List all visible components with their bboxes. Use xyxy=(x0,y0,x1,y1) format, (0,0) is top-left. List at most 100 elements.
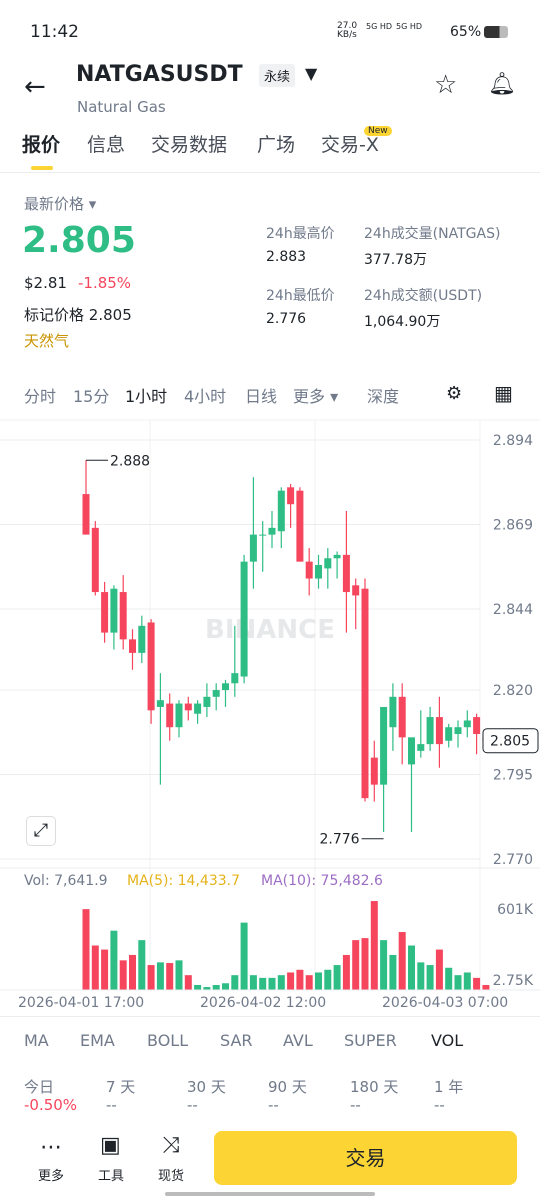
perf-label: 90 天 xyxy=(268,1078,307,1096)
interval[interactable]: 4小时 xyxy=(184,387,227,406)
interval[interactable]: 更多 ▾ xyxy=(293,387,339,406)
tab[interactable]: 交易-X xyxy=(321,134,379,156)
volume-bar xyxy=(249,975,257,990)
volume-legend-item: MA(10): 75,482.6 xyxy=(261,873,383,889)
grid-icon[interactable]: ▦ xyxy=(494,381,513,405)
candle-body xyxy=(231,673,239,684)
stat-value: 2.776 xyxy=(266,311,307,327)
more[interactable]: 更多 xyxy=(38,1169,65,1184)
y-tick-label: 2.869 xyxy=(493,517,533,533)
candle-body xyxy=(324,558,332,569)
last-price-label: 2.805 xyxy=(490,734,530,750)
volume-bar xyxy=(240,922,248,990)
indicator[interactable]: EMA xyxy=(80,1031,115,1050)
volume-tick-label: 2.75K xyxy=(493,973,534,989)
tab[interactable]: 广场 xyxy=(257,134,296,156)
perf-value: -- xyxy=(187,1096,198,1114)
stat-label: 24h成交额(USDT) xyxy=(364,288,483,304)
perf-value: -- xyxy=(268,1096,279,1114)
interval[interactable]: 1小时 xyxy=(125,387,168,406)
candle-body xyxy=(361,588,369,799)
indicator[interactable]: MA xyxy=(24,1031,49,1050)
volume-bar xyxy=(398,932,406,990)
candle-body xyxy=(259,534,267,536)
indicator[interactable]: BOLL xyxy=(147,1031,189,1050)
candle-body xyxy=(203,696,211,707)
volume-bar xyxy=(156,962,164,990)
interval[interactable]: 15分 xyxy=(73,387,110,406)
tab[interactable]: 报价 xyxy=(22,134,61,156)
tab[interactable]: 信息 xyxy=(87,134,126,156)
perf-label: 30 天 xyxy=(187,1078,226,1096)
volume-bar xyxy=(277,975,285,990)
volume-bar xyxy=(463,972,471,990)
price-label: 最新价格 ▾ xyxy=(24,195,97,213)
symbol: NATGASUSDT xyxy=(76,62,243,87)
settings-icon[interactable]: ⚙︎ xyxy=(446,383,463,404)
divider xyxy=(0,1016,540,1017)
interval[interactable]: 分时 xyxy=(24,387,57,406)
perf-label: 1 年 xyxy=(434,1078,464,1096)
candle-body xyxy=(417,744,425,751)
trade-button[interactable]: 交易 xyxy=(214,1131,517,1185)
candle-body xyxy=(473,717,481,734)
candle-body xyxy=(370,757,378,785)
dropdown[interactable]: ▼ xyxy=(305,64,318,83)
candle-body xyxy=(277,490,285,532)
candle-body xyxy=(119,592,127,640)
tools-icon[interactable]: ▣ xyxy=(100,1133,121,1158)
interval[interactable]: 日线 xyxy=(245,387,278,406)
indicator[interactable]: VOL xyxy=(431,1031,464,1050)
candle-body xyxy=(296,490,304,562)
y-tick-label: 2.795 xyxy=(493,768,533,784)
candle-body xyxy=(352,585,360,596)
volume-bar xyxy=(101,949,109,990)
star[interactable]: ☆ xyxy=(434,70,458,100)
perf-label: 今日 xyxy=(24,1078,55,1096)
speed-unit: KB/s xyxy=(337,30,357,40)
tools[interactable]: 工具 xyxy=(98,1169,125,1184)
change: -1.85% xyxy=(78,274,132,292)
perf-label: 180 天 xyxy=(350,1078,399,1096)
candle-body xyxy=(110,588,118,633)
spot[interactable]: 现货 xyxy=(158,1169,185,1184)
volume-bar xyxy=(324,969,332,990)
volume-bar xyxy=(147,965,155,990)
candle-body xyxy=(342,554,350,593)
x-tick-label: 2026-04-02 12:00 xyxy=(200,995,327,1011)
tag: 永续 xyxy=(259,64,296,87)
stat-label: 24h最低价 xyxy=(266,288,335,304)
candle-body xyxy=(426,717,434,745)
volume-bar xyxy=(426,965,434,990)
volume-bar xyxy=(184,975,192,990)
expand[interactable]: ⤢ xyxy=(26,816,56,846)
volume-bar xyxy=(110,930,118,990)
mark-price: 标记价格 2.805 xyxy=(24,304,132,325)
stat-label: 24h最高价 xyxy=(266,226,335,242)
volume-bar xyxy=(315,972,322,990)
indicator[interactable]: SUPER xyxy=(344,1031,397,1050)
candle-body xyxy=(287,487,295,505)
tab[interactable]: 交易数据 xyxy=(151,134,228,156)
indicator[interactable]: SAR xyxy=(220,1031,253,1050)
bell[interactable]: 🔔︎ xyxy=(488,72,516,97)
more-icon[interactable]: ⋯ xyxy=(40,1135,62,1160)
speed: 27.0 xyxy=(337,21,358,31)
candle-body xyxy=(268,527,276,535)
x-tick-label: 2026-04-03 07:00 xyxy=(382,995,509,1011)
candle-body xyxy=(398,696,406,738)
y-tick-label: 2.894 xyxy=(493,433,533,449)
spot-icon[interactable]: ⤨ xyxy=(162,1133,180,1158)
candle-body xyxy=(138,625,146,653)
interval[interactable]: 深度 xyxy=(367,387,400,406)
volume-bar xyxy=(417,962,425,990)
back[interactable]: ← xyxy=(24,72,46,102)
indicator[interactable]: AVL xyxy=(283,1031,313,1050)
candle-body xyxy=(454,727,462,734)
last-price: 2.805 xyxy=(22,220,136,261)
candle-body xyxy=(222,683,229,691)
divider xyxy=(0,172,540,173)
volume-bar xyxy=(296,969,304,990)
volume-tick-label: 601K xyxy=(497,902,534,918)
